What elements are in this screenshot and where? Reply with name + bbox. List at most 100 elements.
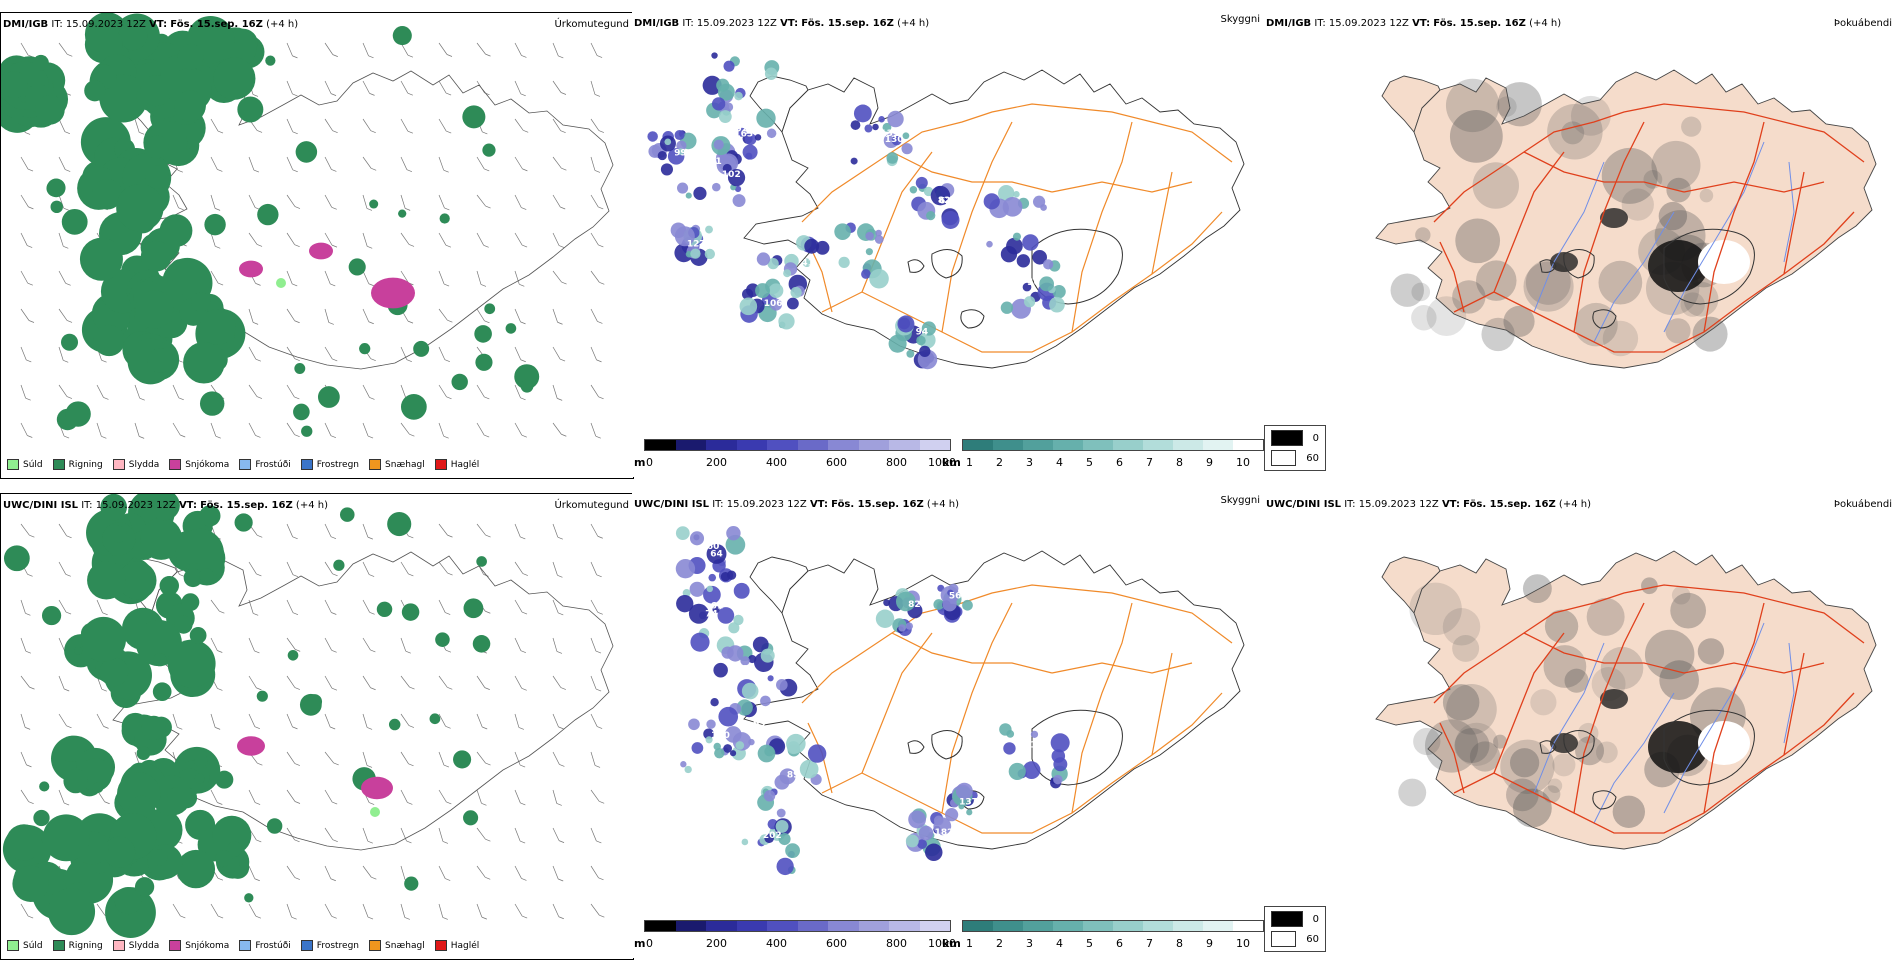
colorbar-tick-label: 3 bbox=[1026, 937, 1033, 950]
wind-barb-flag bbox=[594, 765, 601, 768]
rain-cell bbox=[194, 773, 205, 784]
wind-barb-flag bbox=[294, 763, 300, 766]
wind-barb-flag bbox=[442, 841, 449, 844]
visibility-value-label: 41 bbox=[801, 258, 814, 268]
colorbar-tick-label: 9 bbox=[1206, 456, 1213, 469]
fog-legend-row: 0 bbox=[1271, 911, 1319, 927]
fog-shade bbox=[1561, 121, 1585, 145]
wind-barb-flag bbox=[409, 433, 415, 437]
wind-barb bbox=[58, 523, 67, 536]
colorbar-tick-label: 9 bbox=[1206, 937, 1213, 950]
rain-cell bbox=[84, 25, 123, 64]
visibility-cell bbox=[756, 252, 771, 266]
wind-barb bbox=[438, 118, 447, 132]
rain-cell bbox=[514, 364, 540, 390]
precip-legend-item: Snæhagl bbox=[369, 940, 425, 951]
fog-shade bbox=[1481, 317, 1515, 352]
panel-header: DMI/IGB IT: 15.09.2023 12Z VT: Fös. 15.s… bbox=[3, 19, 298, 31]
wind-barb-flag bbox=[294, 687, 301, 690]
visibility-cell bbox=[713, 662, 728, 678]
visibility-cell bbox=[691, 742, 704, 754]
colorbar-segment bbox=[993, 921, 1023, 931]
road-line bbox=[1453, 692, 1855, 834]
visibility-cell bbox=[941, 211, 960, 229]
wind-barb-flag bbox=[446, 54, 453, 57]
wind-barb bbox=[20, 308, 30, 321]
visibility-panel: 64 74 69 65 89 82 56 106 137 182 202 110 60 61 UWC/DI… bbox=[632, 493, 1264, 958]
wind-barb-flag bbox=[294, 839, 300, 843]
rain-cell bbox=[152, 682, 172, 702]
wind-barb-flag bbox=[442, 917, 448, 920]
wind-barb bbox=[324, 561, 333, 574]
visibility-value-label: 82 bbox=[938, 196, 951, 206]
fog-shade bbox=[1658, 201, 1688, 231]
fog-shade bbox=[1476, 260, 1517, 301]
visibility-cell bbox=[712, 606, 720, 614]
wind-barb-flag bbox=[63, 360, 69, 363]
wind-barb-flag bbox=[102, 612, 108, 616]
colorbar-segment bbox=[1083, 440, 1113, 450]
road-line bbox=[1783, 652, 1805, 756]
wind-barb-flag bbox=[66, 535, 72, 539]
visibility-panel-title: Skyggni bbox=[1220, 495, 1260, 506]
wind-barb-flag bbox=[64, 131, 71, 135]
visibility-cell bbox=[717, 83, 735, 101]
wind-barb-flag bbox=[371, 168, 377, 171]
rain-cell bbox=[463, 598, 484, 619]
rain-cell bbox=[140, 240, 172, 272]
wind-barb bbox=[362, 42, 369, 56]
visibility-cell bbox=[918, 825, 934, 841]
wind-barb-flag bbox=[597, 321, 603, 324]
wind-barb bbox=[58, 308, 68, 321]
wind-barb-flag bbox=[558, 916, 564, 920]
panel-header: UWC/DINI ISL IT: 15.09.2023 12Z VT: Fös.… bbox=[1266, 499, 1591, 511]
visibility-cell bbox=[728, 622, 740, 634]
wind-barb bbox=[20, 270, 29, 284]
fog-shade bbox=[1493, 734, 1508, 749]
wind-barb-flag bbox=[599, 801, 605, 804]
rain-cell bbox=[401, 603, 420, 621]
visibility-cell bbox=[785, 843, 800, 859]
wind-barb bbox=[248, 675, 257, 689]
rain-cell bbox=[439, 213, 450, 224]
wind-barb-flag bbox=[407, 320, 414, 324]
wind-barb-flag bbox=[407, 92, 413, 96]
wind-barb-flag bbox=[485, 762, 491, 766]
visibility-cell bbox=[1024, 296, 1036, 308]
rain-cell bbox=[91, 178, 123, 210]
fog-legend-row: 60 bbox=[1271, 450, 1319, 466]
it-value: 15.09.2023 12Z bbox=[696, 18, 777, 29]
rain-cell bbox=[474, 325, 492, 343]
precip-legend-label: Frostregn bbox=[316, 459, 360, 470]
colorbar-segment bbox=[889, 921, 920, 931]
wind-barb bbox=[96, 422, 102, 437]
wind-barb bbox=[58, 637, 65, 651]
fog-legend-label: 0 bbox=[1312, 913, 1319, 925]
wind-barb bbox=[476, 903, 483, 918]
visibility-cell bbox=[787, 741, 801, 755]
model-name: DMI/IGB bbox=[634, 18, 680, 29]
wind-barb-flag bbox=[332, 54, 338, 57]
wind-barb-flag bbox=[483, 244, 489, 248]
it-value: 15.09.2023 12Z bbox=[1358, 499, 1439, 510]
wind-barb bbox=[552, 42, 559, 57]
wind-barb bbox=[400, 789, 408, 803]
rain-cell bbox=[33, 809, 50, 827]
wind-barb bbox=[362, 232, 368, 247]
colorbar-unit: m bbox=[634, 937, 646, 950]
wind-barb bbox=[476, 194, 486, 207]
panel-header: UWC/DINI ISL IT: 15.09.2023 12Z VT: Fös.… bbox=[634, 499, 959, 511]
it-value: 15.09.2023 12Z bbox=[65, 19, 146, 30]
wind-barb-flag bbox=[482, 726, 488, 730]
wind-barb bbox=[58, 42, 68, 55]
wind-barb-flag bbox=[406, 359, 412, 363]
wind-barb-flag bbox=[519, 764, 526, 768]
visibility-cell bbox=[680, 761, 687, 768]
visibility-cell bbox=[718, 706, 739, 727]
rain-cell bbox=[174, 615, 193, 634]
rain-cell bbox=[159, 575, 180, 596]
rain-cell bbox=[141, 715, 166, 740]
wind-barb bbox=[210, 713, 216, 728]
wind-barb-flag bbox=[257, 534, 263, 538]
visibility-value-label: 73 bbox=[852, 252, 865, 262]
